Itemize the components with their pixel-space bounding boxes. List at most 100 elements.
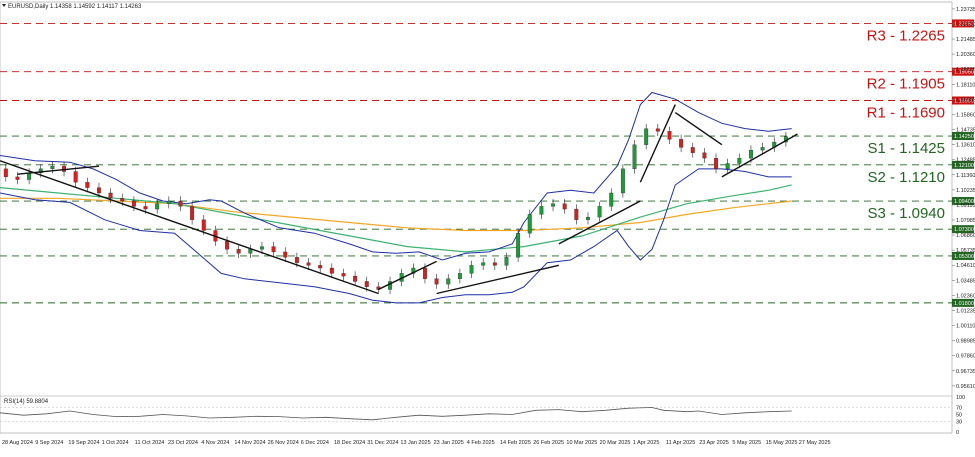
candle-body	[97, 187, 101, 194]
price-tick-label: 1.05735	[956, 248, 975, 254]
date-tick-label: 26 Nov 2024	[268, 440, 299, 446]
candle-body	[760, 147, 765, 151]
levels-layer: 1.22650 1.19050 1.16900 1.14250 1.12100 1.094…	[0, 19, 974, 307]
trendline	[558, 200, 641, 245]
symbol-menu-icon[interactable]	[2, 4, 6, 7]
candle-body	[446, 278, 451, 285]
candle-body	[155, 203, 160, 210]
price-tick-label: 1.04610	[956, 263, 975, 269]
level-price-tag-label: 1.14250	[954, 134, 974, 140]
date-tick-label: 20 Mar 2025	[600, 440, 631, 446]
date-axis: 28 Aug 2024 9 Sep 2024 19 Sep 2024 1 Oct 20…	[2, 440, 831, 446]
candle-body	[434, 278, 439, 285]
date-tick-label: 4 Nov 2024	[201, 440, 229, 446]
date-tick-label: 28 Aug 2024	[2, 440, 33, 446]
candle-body	[690, 147, 695, 153]
rsi-tick-label: 100	[956, 395, 965, 401]
candle-body	[190, 206, 195, 220]
date-tick-label: 1 Oct 2024	[102, 440, 129, 446]
date-tick-label: 6 Dec 2024	[301, 440, 329, 446]
candle-body	[702, 152, 707, 159]
candle-body	[283, 251, 288, 258]
candle-body	[644, 128, 649, 145]
candle-body	[586, 216, 590, 220]
candle-body	[667, 131, 672, 140]
level-price-tag-label: 1.07300	[954, 227, 974, 233]
date-tick-label: 5 May 2025	[732, 440, 761, 446]
candle-body	[562, 203, 567, 210]
level-price-tag	[952, 298, 974, 307]
date-tick-label: 23 Apr 2025	[699, 440, 729, 446]
price-tick-label: 1.11360	[956, 173, 975, 179]
date-tick-label: 18 Dec 2024	[334, 440, 365, 446]
date-tick-label: 23 Oct 2024	[168, 440, 198, 446]
price-tick-label: 1.23735	[956, 7, 975, 13]
candle-body	[632, 144, 637, 170]
date-tick-label: 4 Feb 2025	[467, 440, 495, 446]
price-tick-label: 0.95610	[956, 384, 975, 390]
rsi-line	[0, 407, 792, 421]
trendline	[17, 165, 100, 175]
candle-body	[85, 182, 90, 188]
candle-body	[423, 267, 427, 279]
bollinger-upper-band	[0, 91, 792, 261]
level-label: S3 - 1.0940	[867, 205, 945, 222]
price-tick-label: 1.09110	[956, 203, 975, 209]
price-tick-label: 1.20360	[956, 52, 975, 58]
date-tick-label: 23 Jan 2025	[434, 440, 464, 446]
level-label: S1 - 1.1425	[867, 140, 945, 157]
price-tick-label: 1.13610	[956, 143, 975, 149]
level-label: R2 - 1.1905	[867, 76, 945, 93]
symbol-header: EURUSD,Daily 1.14358 1.14592 1.14117 1.1…	[8, 4, 142, 10]
candle-body	[3, 168, 8, 178]
candle-body	[527, 214, 532, 234]
candle-body	[679, 139, 684, 148]
price-tick-label: 1.07985	[956, 218, 975, 224]
price-tick-label: 1.01235	[956, 308, 975, 314]
series-layer	[0, 91, 798, 421]
level-price-tag-label: 1.22650	[954, 21, 974, 27]
price-tick-label: 1.06860	[956, 233, 975, 239]
candle-body	[73, 171, 78, 183]
price-tick-label: 1.18110	[956, 82, 975, 88]
price-tick-label: 1.19235	[956, 67, 975, 73]
date-tick-label: 14 Nov 2024	[234, 440, 265, 446]
price-tick-label: 1.21485	[956, 37, 975, 43]
level-price-tag	[952, 160, 974, 169]
candle-body	[609, 192, 614, 207]
date-tick-label: 19 Sep 2024	[68, 440, 99, 446]
level-price-tag	[952, 225, 974, 234]
rsi-tick-label: 30	[956, 420, 962, 426]
trendline	[721, 133, 798, 178]
date-tick-label: 14 Feb 2025	[500, 440, 531, 446]
candle-body	[225, 241, 229, 250]
candle-body	[271, 246, 276, 253]
price-axis: 1.23735 1.22610 1.21485 1.20360 1.19235 1.181…	[952, 7, 975, 390]
price-tick-label: 0.96735	[956, 369, 975, 375]
date-tick-label: 26 Feb 2025	[533, 440, 564, 446]
bollinger-lower-band	[0, 168, 792, 304]
candle-body	[236, 249, 241, 254]
candle-body	[260, 246, 264, 250]
candle-body	[15, 176, 20, 180]
candle-body	[516, 233, 521, 258]
candle-body	[655, 128, 660, 132]
candle-body	[469, 265, 474, 274]
candle-body	[749, 149, 753, 159]
candle-body	[306, 262, 311, 266]
candle-body	[294, 257, 299, 263]
candle-body	[108, 192, 113, 199]
candle-body	[597, 206, 602, 218]
level-price-tag-label: 1.05300	[954, 254, 974, 260]
price-tick-label: 1.15860	[956, 112, 975, 118]
date-tick-label: 15 May 2025	[766, 440, 798, 446]
price-tick-label: 1.12485	[956, 158, 975, 164]
level-price-tag-label: 1.19050	[954, 70, 974, 76]
level-label: S2 - 1.1210	[867, 169, 945, 186]
trendline	[639, 104, 676, 183]
candle-body	[457, 273, 462, 279]
candle-body	[120, 198, 125, 202]
candle-body	[166, 200, 171, 204]
price-tick-label: 1.16985	[956, 97, 975, 103]
